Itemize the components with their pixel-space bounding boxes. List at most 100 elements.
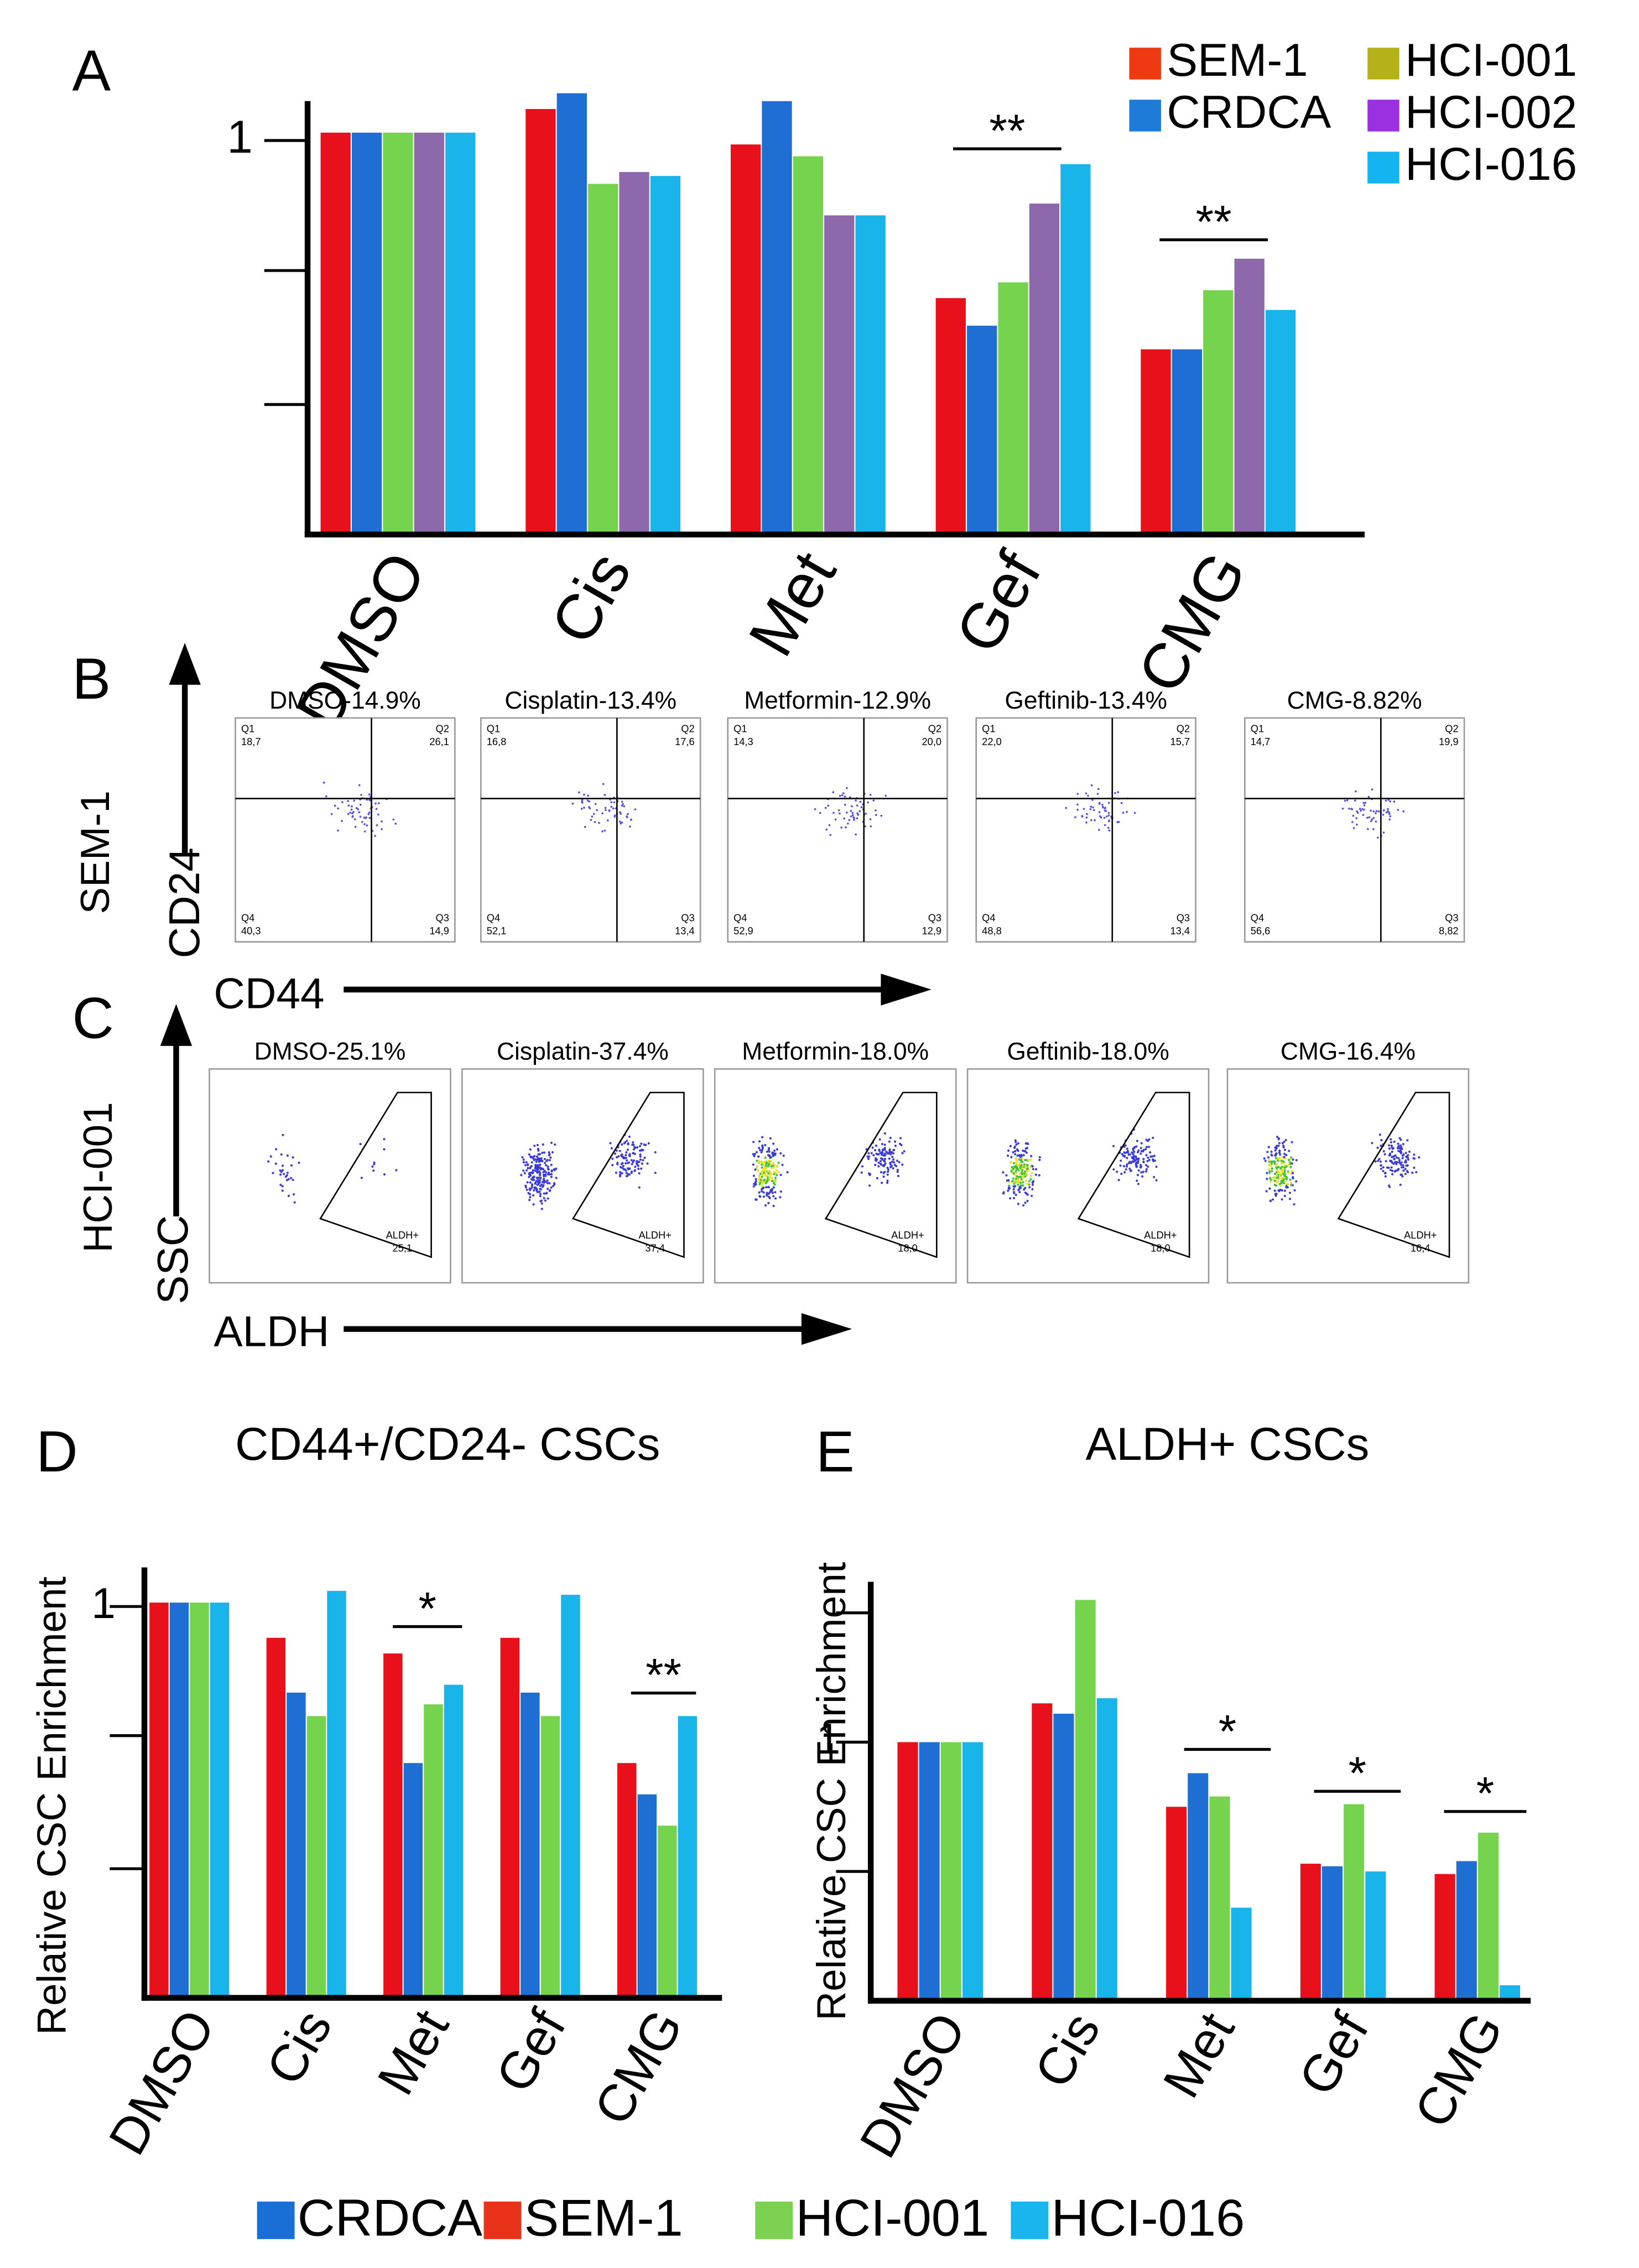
event-dot (619, 1171, 622, 1174)
event-dot (867, 1152, 870, 1154)
event-dot (883, 1143, 886, 1146)
event-dot (1273, 1183, 1276, 1186)
event-dot (762, 1164, 765, 1167)
event-dot (542, 1179, 545, 1182)
event-dot (359, 815, 362, 818)
event-dot (1289, 1182, 1293, 1185)
bar (424, 1704, 443, 1998)
event-dot (527, 1167, 529, 1169)
event-dot (1123, 1151, 1126, 1154)
bar (306, 1716, 326, 1998)
event-dot (1281, 1198, 1283, 1201)
plot-frame (727, 717, 948, 943)
quadrant-value: 14,7 (1251, 736, 1271, 747)
event-dot (544, 1199, 547, 1202)
bar (210, 1603, 230, 1998)
event-dot (1267, 1146, 1270, 1148)
event-dot (1282, 1173, 1284, 1175)
event-dot (608, 809, 611, 812)
event-dot (764, 1204, 767, 1207)
event-dot (1031, 1194, 1033, 1197)
event-dot (626, 1148, 629, 1151)
event-dot (284, 1175, 287, 1178)
event-dot (1371, 788, 1373, 790)
event-dot (779, 1196, 782, 1199)
event-dot (1009, 1197, 1012, 1200)
event-dot (620, 822, 622, 825)
event-dot (1370, 809, 1372, 812)
event-dot (1153, 1159, 1156, 1162)
event-dot (545, 1171, 548, 1174)
bar (967, 325, 997, 535)
event-dot (1402, 1143, 1404, 1146)
event-dot (538, 1163, 541, 1166)
legend-label: CRDCA (1167, 86, 1331, 138)
event-dot (581, 799, 584, 802)
event-dot (887, 1152, 889, 1155)
event-dot (1362, 802, 1365, 804)
event-dot (536, 1143, 539, 1147)
event-dot (1140, 1171, 1143, 1174)
x-tick-label: CMG (1403, 2003, 1514, 2137)
bar (266, 1637, 286, 1998)
event-dot (613, 815, 616, 818)
event-dot (1389, 800, 1391, 803)
event-dot (1402, 1153, 1405, 1156)
y-axis-label: Relative CSC Enrichment (809, 1562, 854, 2021)
event-dot (1104, 824, 1106, 826)
event-dot (886, 1179, 889, 1182)
quadrant-name: Q4 (487, 912, 500, 924)
event-dot (1403, 1161, 1407, 1164)
event-dot (1292, 1158, 1294, 1161)
event-dot (851, 805, 853, 808)
plot-frame (461, 1068, 704, 1284)
bar (414, 132, 445, 535)
event-dot (883, 1147, 886, 1149)
event-dot (553, 1183, 556, 1186)
event-dot (772, 1154, 774, 1157)
event-dot (1268, 1171, 1271, 1174)
event-dot (537, 1149, 540, 1152)
event-dot (365, 816, 367, 819)
plot-frame (209, 1068, 451, 1284)
gate-value: 37,4 (645, 1242, 665, 1253)
quadrant-name: Q2 (1177, 723, 1190, 735)
event-dot (1002, 1171, 1005, 1174)
legend-label: SEM-1 (1167, 34, 1308, 86)
event-dot (758, 1147, 761, 1149)
legend-swatch (257, 2201, 295, 2239)
event-dot (548, 1189, 551, 1192)
event-dot (754, 1168, 757, 1171)
event-dot (531, 1178, 534, 1181)
event-dot (884, 1162, 887, 1165)
event-dot (538, 1190, 541, 1193)
event-dot (776, 1174, 778, 1177)
event-dot (394, 823, 397, 825)
event-dot (1385, 1160, 1387, 1163)
event-dot (773, 1152, 776, 1155)
event-dot (1010, 1156, 1013, 1158)
event-dot (851, 812, 854, 814)
bar (1029, 203, 1060, 535)
event-dot (1135, 1155, 1137, 1158)
event-dot (875, 1157, 877, 1160)
gate-value: 25,1 (393, 1242, 413, 1253)
bar (730, 144, 761, 535)
event-dot (272, 1172, 274, 1174)
event-dot (869, 818, 872, 820)
event-dot (1351, 821, 1354, 824)
plot-title: CMG-8.82% (1287, 687, 1422, 714)
event-dot (853, 819, 855, 821)
event-dot (860, 1171, 863, 1174)
event-dot (781, 1163, 784, 1166)
event-dot (1133, 812, 1136, 814)
event-dot (1148, 1158, 1151, 1161)
event-dot (1282, 1145, 1285, 1147)
event-dot (752, 1174, 755, 1177)
event-dot (891, 1156, 894, 1158)
quadrant-value: 19,9 (1439, 736, 1459, 747)
event-dot (1020, 1153, 1023, 1156)
event-dot (532, 1157, 534, 1159)
event-dot (1407, 1158, 1410, 1161)
event-dot (769, 1171, 772, 1173)
